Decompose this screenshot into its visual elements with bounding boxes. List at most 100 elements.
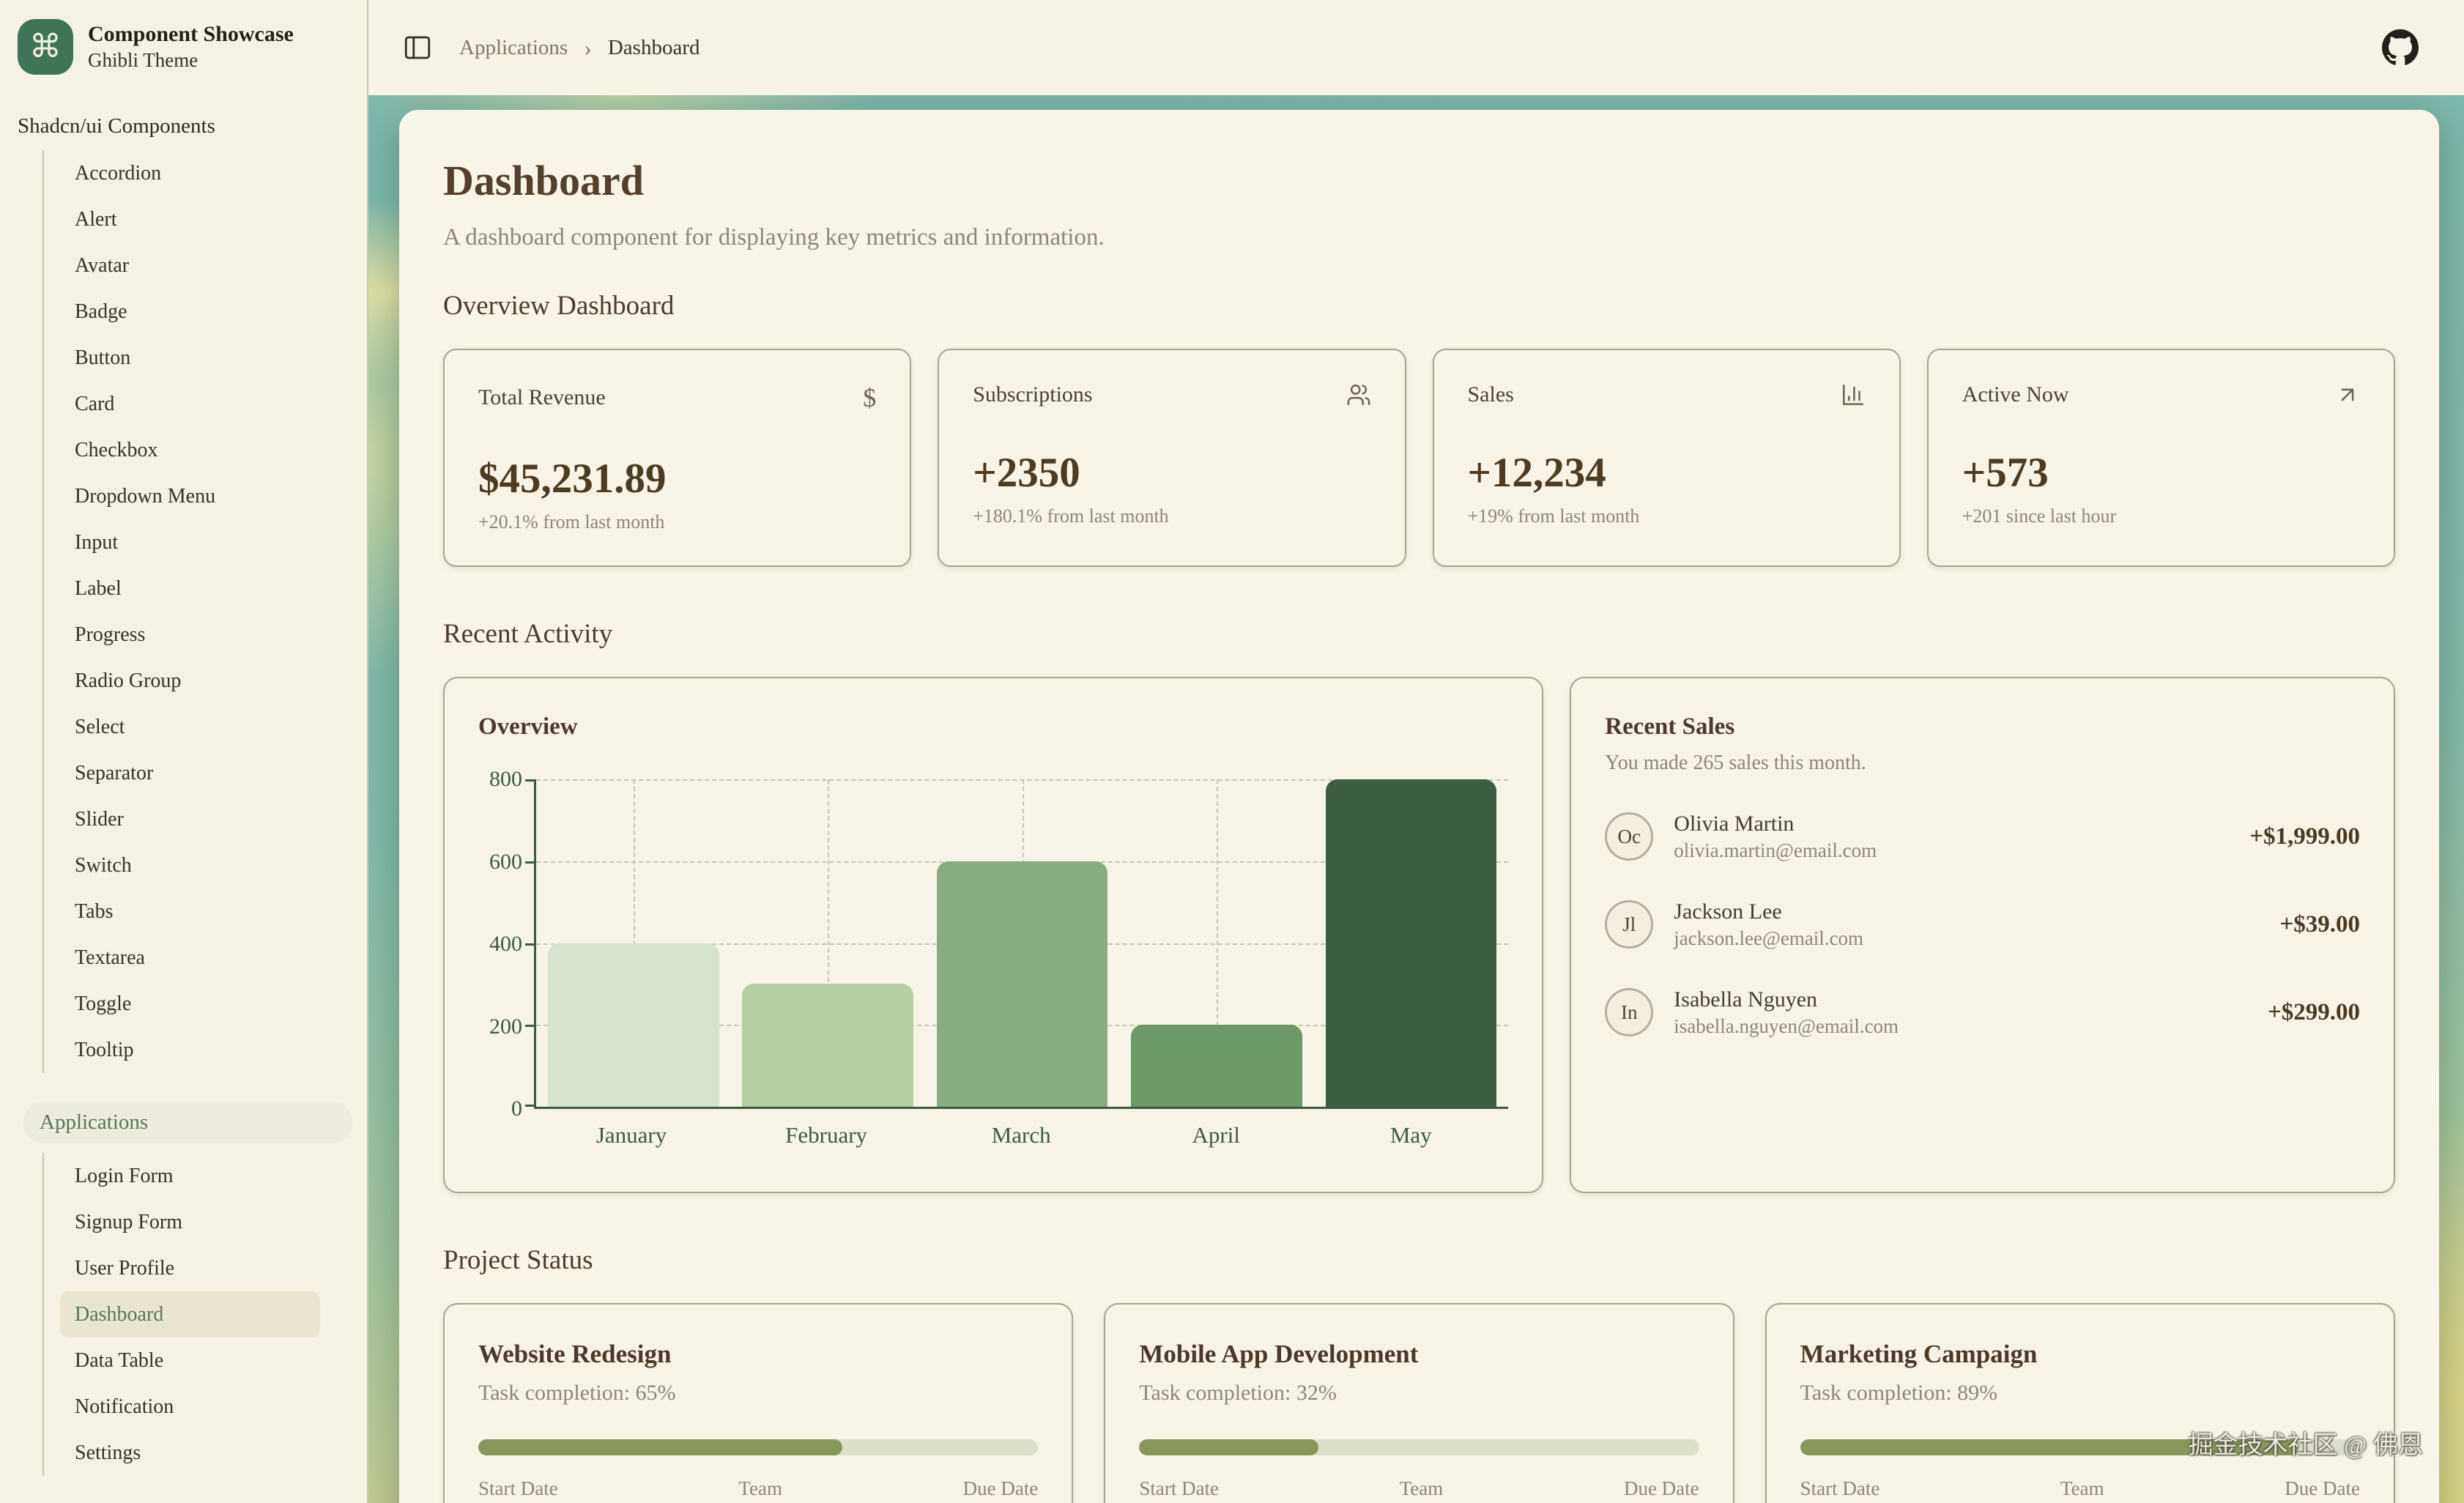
meta-team: Team Design <box>730 1476 792 1503</box>
users-icon <box>1346 382 1371 407</box>
progress-bar <box>1139 1439 1699 1455</box>
breadcrumb-applications[interactable]: Applications <box>459 35 568 59</box>
sidebar-item-select[interactable]: Select <box>75 716 125 738</box>
project-title: Website Redesign <box>478 1340 672 1368</box>
main-area: Applications › Dashboard Dashboard A das… <box>368 0 2464 1503</box>
sidebar-item-tabs[interactable]: Tabs <box>75 900 114 923</box>
meta-label: Due Date <box>2285 1477 2360 1499</box>
applications-nav: Login Form Signup Form User Profile Dash… <box>42 1153 367 1476</box>
meta-label: Start Date <box>478 1477 558 1499</box>
axis-tick <box>525 943 534 946</box>
sidebar-item-slider[interactable]: Slider <box>75 808 124 831</box>
breadcrumb-dashboard: Dashboard <box>607 35 700 59</box>
applications-section-label[interactable]: Applications <box>23 1102 352 1143</box>
brand-title: Component Showcase <box>88 22 294 46</box>
sidebar-item-avatar[interactable]: Avatar <box>75 254 130 277</box>
chart-cell <box>1119 779 1313 1107</box>
sidebar-item-settings[interactable]: Settings <box>75 1441 141 1464</box>
metric-card-active-now: Active Now +573 +201 since last hour <box>1926 349 2395 567</box>
github-icon <box>2382 29 2419 65</box>
progress-fill <box>1139 1439 1318 1455</box>
sidebar-item-user-profile[interactable]: User Profile <box>75 1257 175 1280</box>
sale-name: Isabella Nguyen <box>1674 987 1818 1012</box>
components-section-label: Shadcn/ui Components <box>18 114 215 138</box>
sale-name: Jackson Lee <box>1674 899 1782 924</box>
meta-label: Start Date <box>1800 1477 1880 1499</box>
sidebar-item-tooltip[interactable]: Tooltip <box>75 1039 134 1061</box>
topbar: Applications › Dashboard <box>368 0 2464 95</box>
command-icon: ⌘ <box>29 28 62 65</box>
x-axis-labels: January February March April May <box>534 1122 1508 1148</box>
avatar: Oc <box>1605 812 1654 861</box>
meta-start: Start Date February <box>1139 1476 1219 1503</box>
y-tick: 600 <box>489 849 522 874</box>
scenic-background: Dashboard A dashboard component for disp… <box>368 95 2464 1503</box>
sidebar-item-data-table[interactable]: Data Table <box>75 1349 164 1372</box>
plot-area <box>525 779 1509 1109</box>
sidebar-item-label[interactable]: Label <box>75 577 122 600</box>
progress-fill <box>478 1439 842 1455</box>
bar-chart: 800 600 400 200 0 <box>478 767 1509 1121</box>
arrow-up-right-icon <box>2335 382 2360 407</box>
sidebar-item-progress[interactable]: Progress <box>75 623 146 646</box>
sale-row: Oc Olivia Martin olivia.martin@email.com… <box>1605 810 2360 863</box>
metric-title: Sales <box>1467 382 1514 407</box>
chevron-right-icon: › <box>584 34 592 61</box>
metric-delta: +19% from last month <box>1467 505 1640 527</box>
sale-row: In Isabella Nguyen isabella.nguyen@email… <box>1605 986 2360 1039</box>
chart-cell <box>925 779 1119 1107</box>
recent-sales-title: Recent Sales <box>1605 713 1735 740</box>
meta-label: Due Date <box>962 1477 1039 1499</box>
sidebar-item-switch[interactable]: Switch <box>75 854 132 877</box>
overview-chart-card: Overview 800 600 400 200 0 <box>443 677 1544 1193</box>
x-tick: April <box>1192 1122 1240 1148</box>
meta-label: Team <box>1399 1477 1444 1499</box>
axis-tick <box>525 1025 534 1028</box>
metric-title: Active Now <box>1962 382 2069 407</box>
sidebar-item-card[interactable]: Card <box>75 393 115 415</box>
sidebar-item-textarea[interactable]: Textarea <box>75 946 145 969</box>
bar-chart-icon <box>1841 382 1866 407</box>
metric-value: $45,231.89 <box>478 456 667 502</box>
metric-delta: +201 since last hour <box>1962 505 2117 527</box>
sidebar-item-signup-form[interactable]: Signup Form <box>75 1211 183 1233</box>
sidebar-item-radio-group[interactable]: Radio Group <box>75 669 182 692</box>
project-completion: Task completion: 32% <box>1139 1381 1337 1405</box>
recent-sales-card: Recent Sales You made 265 sales this mon… <box>1570 677 2395 1193</box>
github-link[interactable] <box>2382 29 2419 66</box>
metric-value: +12,234 <box>1467 450 1606 496</box>
sidebar-item-input[interactable]: Input <box>75 531 119 554</box>
sidebar-item-checkbox[interactable]: Checkbox <box>75 439 158 461</box>
projects-heading: Project Status <box>443 1245 593 1275</box>
sidebar-item-notification[interactable]: Notification <box>75 1395 174 1418</box>
dollar-icon: $ <box>863 383 877 412</box>
sidebar-item-button[interactable]: Button <box>75 346 131 369</box>
sale-name: Olivia Martin <box>1674 812 1795 836</box>
gridline <box>828 779 830 1107</box>
dashboard-content-card: Dashboard A dashboard component for disp… <box>399 110 2439 1503</box>
metric-title: Subscriptions <box>973 382 1093 407</box>
chart-cell <box>1314 779 1508 1107</box>
project-card-website-redesign: Website Redesign Task completion: 65% St… <box>443 1303 1074 1503</box>
sidebar-item-login-form[interactable]: Login Form <box>75 1165 174 1187</box>
sidebar: ⌘ Component Showcase Ghibli Theme Shadcn… <box>0 0 368 1503</box>
sidebar-item-badge[interactable]: Badge <box>75 300 127 323</box>
meta-due: Due Date June <box>2285 1476 2360 1503</box>
sidebar-item-toggle[interactable]: Toggle <box>75 992 132 1015</box>
metric-title: Total Revenue <box>478 385 606 409</box>
sidebar-item-accordion[interactable]: Accordion <box>75 162 162 185</box>
project-title: Marketing Campaign <box>1800 1340 2038 1368</box>
progress-bar <box>478 1439 1039 1455</box>
sidebar-item-separator[interactable]: Separator <box>75 762 154 784</box>
sidebar-item-dropdown-menu[interactable]: Dropdown Menu <box>75 485 216 508</box>
components-nav: Accordion Alert Avatar Badge Button Card… <box>42 150 367 1073</box>
sidebar-toggle-button[interactable] <box>402 32 433 63</box>
sidebar-item-alert[interactable]: Alert <box>75 208 117 231</box>
metric-card-sales: Sales +12,234 +19% from last month <box>1432 349 1901 567</box>
overview-heading: Overview Dashboard <box>443 291 675 321</box>
sidebar-item-dashboard[interactable]: Dashboard <box>60 1291 320 1337</box>
meta-label: Start Date <box>1139 1477 1220 1499</box>
sale-amount: +$1,999.00 <box>2249 823 2360 850</box>
metric-value: +573 <box>1962 450 2049 496</box>
